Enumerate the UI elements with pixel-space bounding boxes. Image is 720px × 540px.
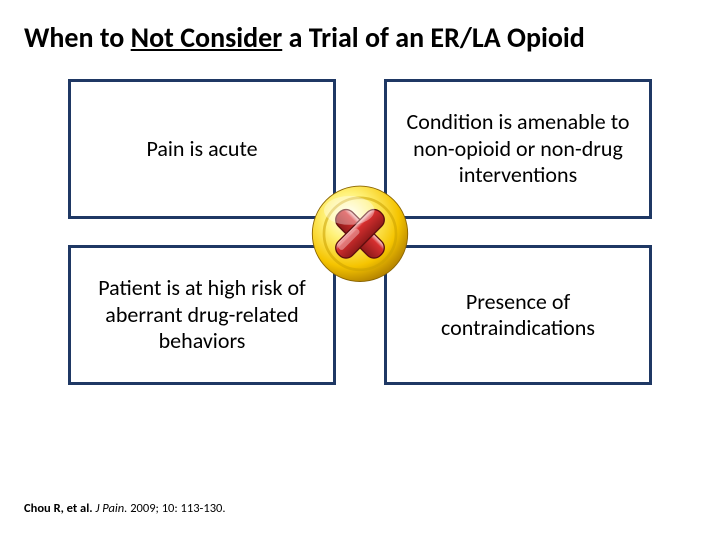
box-top-left: Pain is acute — [68, 79, 336, 219]
box-top-right-text: Condition is amenable to non-opioid or n… — [403, 109, 633, 188]
citation: Chou R, et al. J Pain. 2009; 10: 113-130… — [24, 501, 226, 516]
box-bottom-left: Patient is at high risk of aberrant drug… — [68, 245, 336, 385]
boxes-area: Pain is acute Condition is amenable to n… — [68, 79, 652, 385]
slide: When to Not Consider a Trial of an ER/LA… — [0, 0, 720, 540]
box-top-right: Condition is amenable to non-opioid or n… — [384, 79, 652, 219]
title-post: a Trial of an ER/LA Opioid — [282, 20, 585, 55]
box-top-left-text: Pain is acute — [146, 136, 257, 162]
citation-authors: Chou R, et al. — [24, 501, 93, 516]
citation-journal: J Pain. — [95, 501, 127, 516]
box-bottom-right-text: Presence of contraindications — [403, 289, 633, 342]
title-underlined: Not Consider — [131, 20, 283, 55]
box-bottom-right: Presence of contraindications — [384, 245, 652, 385]
x-badge-icon — [306, 178, 414, 286]
box-bottom-left-text: Patient is at high risk of aberrant drug… — [87, 275, 317, 354]
slide-title: When to Not Consider a Trial of an ER/LA… — [24, 20, 696, 55]
citation-rest: 2009; 10: 113-130. — [127, 501, 225, 516]
title-pre: When to — [24, 20, 131, 55]
